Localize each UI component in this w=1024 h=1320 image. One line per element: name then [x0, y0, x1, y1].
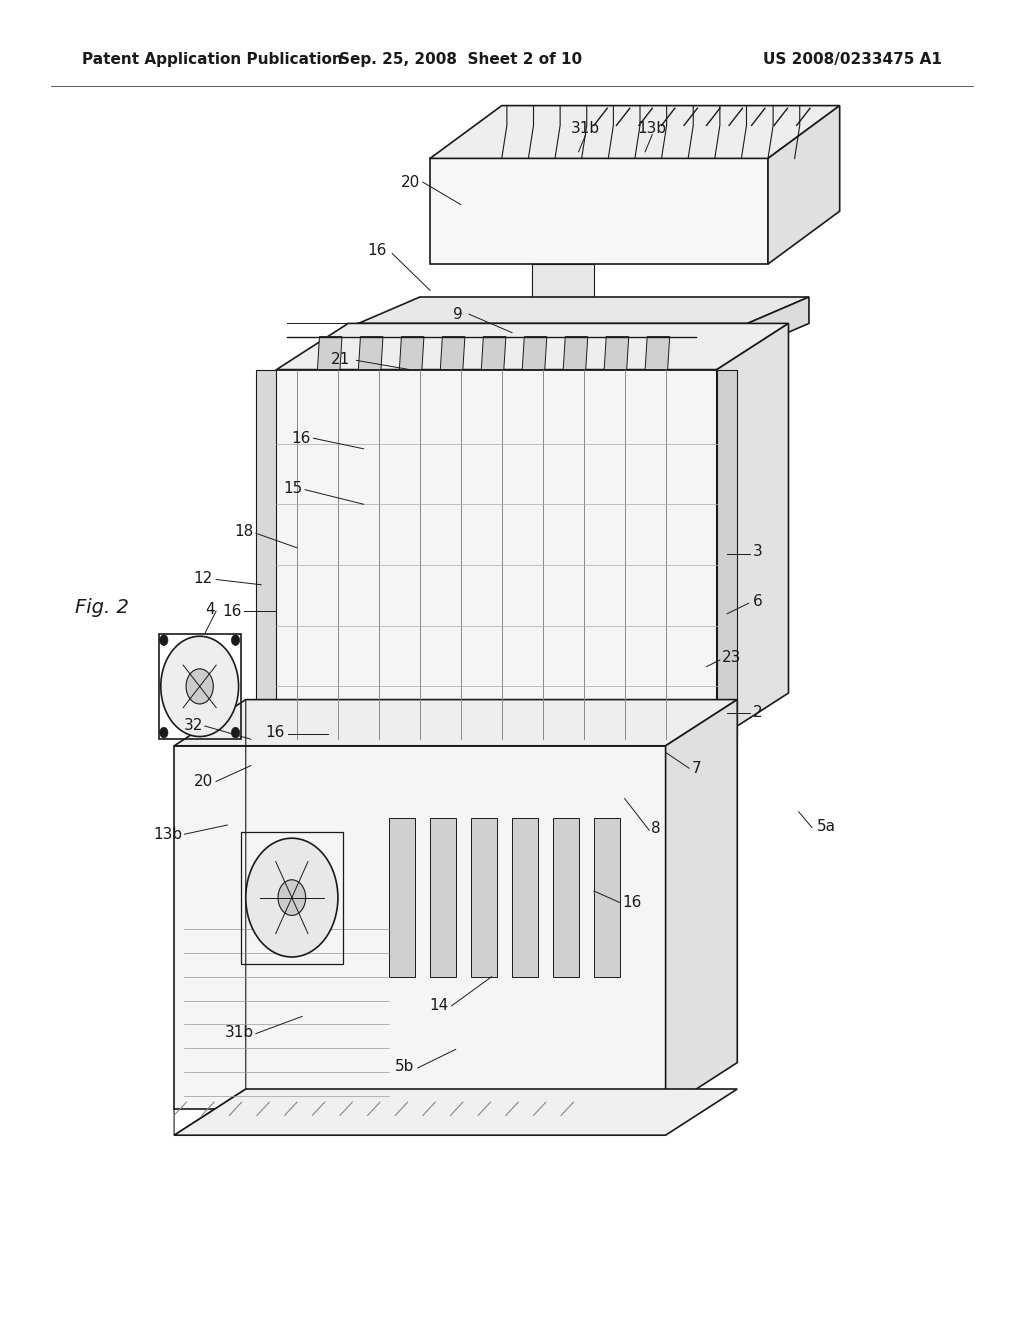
Text: 16: 16 [623, 895, 642, 911]
Text: 12: 12 [194, 570, 213, 586]
Polygon shape [256, 370, 276, 739]
Text: 31b: 31b [225, 1024, 254, 1040]
Polygon shape [440, 337, 465, 370]
Polygon shape [389, 818, 415, 977]
Polygon shape [645, 337, 670, 370]
Polygon shape [717, 323, 788, 739]
Text: 5b: 5b [395, 1059, 415, 1074]
Text: 4: 4 [206, 602, 215, 618]
Polygon shape [604, 337, 629, 370]
Polygon shape [358, 297, 809, 323]
Polygon shape [553, 818, 579, 977]
Polygon shape [399, 337, 424, 370]
Polygon shape [481, 337, 506, 370]
Polygon shape [358, 323, 748, 350]
Circle shape [160, 727, 168, 738]
Polygon shape [276, 323, 788, 370]
Text: US 2008/0233475 A1: US 2008/0233475 A1 [763, 51, 942, 67]
Text: 14: 14 [429, 998, 449, 1014]
Polygon shape [512, 818, 538, 977]
Text: 20: 20 [400, 174, 420, 190]
Text: Patent Application Publication: Patent Application Publication [82, 51, 343, 67]
Circle shape [160, 635, 168, 645]
Text: 15: 15 [283, 480, 302, 496]
Circle shape [161, 636, 239, 737]
Text: 7: 7 [692, 760, 701, 776]
Polygon shape [594, 818, 620, 977]
Polygon shape [717, 370, 737, 739]
Text: 20: 20 [194, 774, 213, 789]
Polygon shape [748, 297, 809, 350]
Polygon shape [174, 746, 666, 1109]
Polygon shape [522, 337, 547, 370]
Text: 23: 23 [722, 649, 741, 665]
Text: 16: 16 [291, 430, 310, 446]
Polygon shape [471, 818, 497, 977]
Text: 13b: 13b [154, 826, 182, 842]
Text: 6: 6 [753, 594, 763, 610]
Polygon shape [430, 158, 768, 264]
Circle shape [186, 669, 213, 704]
Polygon shape [358, 337, 383, 370]
Text: 16: 16 [368, 243, 387, 259]
Polygon shape [666, 700, 737, 1109]
Text: Fig. 2: Fig. 2 [76, 598, 129, 616]
Text: 2: 2 [753, 705, 762, 721]
Circle shape [246, 838, 338, 957]
Text: 13b: 13b [638, 120, 667, 136]
Text: 5a: 5a [817, 818, 837, 834]
Text: 32: 32 [183, 718, 203, 734]
Circle shape [231, 727, 240, 738]
Circle shape [278, 879, 305, 916]
Polygon shape [276, 370, 717, 739]
Polygon shape [532, 264, 594, 297]
Polygon shape [430, 818, 456, 977]
Text: 16: 16 [265, 725, 285, 741]
Polygon shape [174, 1089, 737, 1135]
Text: 3: 3 [753, 544, 763, 560]
Polygon shape [174, 700, 737, 746]
Text: 8: 8 [651, 821, 660, 837]
Text: 16: 16 [222, 603, 242, 619]
Polygon shape [563, 337, 588, 370]
Text: 18: 18 [234, 524, 254, 540]
Circle shape [231, 635, 240, 645]
Polygon shape [317, 337, 342, 370]
Text: 31b: 31b [571, 120, 600, 136]
Polygon shape [430, 106, 840, 158]
Polygon shape [768, 106, 840, 264]
Text: 21: 21 [331, 351, 350, 367]
Text: Sep. 25, 2008  Sheet 2 of 10: Sep. 25, 2008 Sheet 2 of 10 [339, 51, 583, 67]
Text: 9: 9 [453, 306, 463, 322]
